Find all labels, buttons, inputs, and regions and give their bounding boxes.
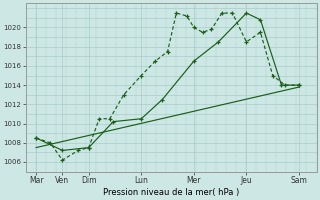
X-axis label: Pression niveau de la mer( hPa ): Pression niveau de la mer( hPa ) (103, 188, 239, 197)
